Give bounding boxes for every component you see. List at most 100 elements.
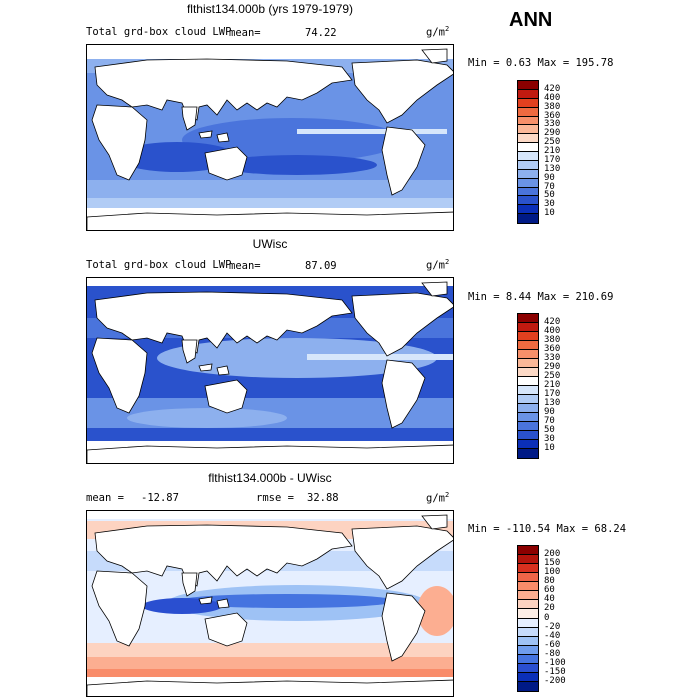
minmax-label: Min = 8.44 Max = 210.69	[468, 291, 614, 303]
map-plot	[86, 510, 454, 697]
colorbar-tick-label: 10	[544, 208, 555, 219]
colorbar-box	[518, 609, 538, 619]
colorbar-box	[518, 81, 538, 90]
colorbar-box	[518, 178, 538, 188]
colorbar-box	[518, 160, 538, 170]
mean-value: -12.87	[141, 492, 179, 504]
colorbar-box	[518, 582, 538, 592]
colorbar-box	[518, 368, 538, 377]
rmse-value: 32.88	[307, 492, 339, 504]
minmax-label: Min = -110.54 Max = 68.24	[468, 523, 627, 535]
colorbar-tick-label: 80	[544, 576, 555, 587]
colorbar-box	[518, 107, 538, 117]
map-plot	[86, 277, 454, 464]
colorbar-tick-label: -60	[544, 639, 561, 650]
variable-label: Total grd-box cloud LWP	[86, 26, 232, 38]
colorbar-tick-label: 330	[544, 119, 561, 130]
units-label: g/m2	[426, 25, 450, 39]
colorbar-box	[518, 377, 538, 386]
units-label: g/m2	[426, 491, 450, 505]
colorbar-tick-label: 10	[544, 443, 555, 453]
mean-value: 74.22	[305, 27, 337, 39]
colorbar-box	[518, 564, 538, 574]
colorbar-tick-label: 130	[544, 163, 561, 174]
colorbar-tick-label: 250	[544, 137, 561, 148]
colorbar-box	[518, 627, 538, 637]
colorbar-tick-label: -150	[544, 666, 566, 677]
colorbar-tick-label: 380	[544, 335, 561, 345]
colorbar-tick-label: 360	[544, 344, 561, 354]
colorbar-box	[518, 214, 538, 223]
colorbar-box	[518, 196, 538, 206]
colorbar-tick-label: -20	[544, 621, 561, 632]
colorbar-tick-label: 50	[544, 190, 555, 201]
colorbar-tick-label: 70	[544, 416, 555, 426]
map-plot	[86, 44, 454, 231]
season-label: ANN	[509, 9, 553, 31]
colorbar-box	[518, 314, 538, 323]
colorbar-box	[518, 681, 538, 691]
colorbar-tick-label: 90	[544, 172, 555, 183]
colorbar-box	[518, 169, 538, 179]
colorbar-box	[518, 422, 538, 431]
units-label: g/m2	[426, 258, 450, 272]
difference-map	[87, 511, 453, 696]
colorbar-tick-label: 380	[544, 101, 561, 112]
colorbar-tick-label: 420	[544, 317, 561, 327]
colorbar-box	[518, 663, 538, 673]
colorbar-box	[518, 591, 538, 601]
colorbar-tick-label: 210	[544, 380, 561, 390]
mean-label: mean =	[86, 492, 124, 504]
panel-title: flthist134.000b (yrs 1979-1979)	[186, 2, 354, 16]
colorbar-box	[518, 350, 538, 359]
colorbar-tick-label: 70	[544, 181, 555, 192]
colorbar-tick-label: 100	[544, 567, 561, 578]
colorbar-tick-label: 360	[544, 110, 561, 121]
minmax-label: Min = 0.63 Max = 195.78	[468, 57, 614, 69]
colorbar-tick-label: 30	[544, 434, 555, 444]
colorbar-box	[518, 98, 538, 108]
colorbar-tick-label: 30	[544, 199, 555, 210]
panel-title: flthist134.000b - UWisc	[208, 471, 332, 485]
colorbar-box	[518, 125, 538, 135]
colorbar-box	[518, 636, 538, 646]
colorbar-tick-label: 170	[544, 389, 561, 399]
lwp-map	[87, 45, 453, 230]
colorbar-tick-label: 50	[544, 425, 555, 435]
colorbar-box	[518, 672, 538, 682]
colorbar-tick-label: -80	[544, 648, 561, 659]
mean-label: mean=	[229, 27, 261, 39]
colorbar-box	[518, 440, 538, 449]
colorbar-tick-label: 90	[544, 407, 555, 417]
colorbar-box	[518, 187, 538, 197]
colorbar-box	[518, 654, 538, 664]
colorbar-tick-label: 170	[544, 154, 561, 165]
colorbar-tick-label: 250	[544, 371, 561, 381]
colorbar-box	[518, 573, 538, 583]
colorbar-box	[518, 413, 538, 422]
rmse-label: rmse =	[256, 492, 294, 504]
colorbar-tick-label: 0	[544, 612, 550, 623]
mean-label: mean=	[229, 260, 261, 272]
colorbar-box	[518, 323, 538, 332]
colorbar-box	[518, 600, 538, 610]
colorbar-box	[518, 395, 538, 404]
colorbar-box	[518, 404, 538, 413]
colorbar-box	[518, 89, 538, 99]
colorbar-box	[518, 431, 538, 440]
colorbar-box	[518, 359, 538, 368]
colorbar-tick-label: -40	[544, 630, 561, 641]
colorbar-box	[518, 332, 538, 341]
lwp-map	[87, 278, 453, 463]
colorbar	[517, 545, 539, 692]
colorbar-tick-label: 60	[544, 585, 555, 596]
panel-title: UWisc	[252, 237, 288, 251]
colorbar-tick-label: 130	[544, 398, 561, 408]
colorbar-tick-label: -100	[544, 657, 566, 668]
colorbar-box	[518, 449, 538, 458]
variable-label: Total grd-box cloud LWP	[86, 259, 232, 271]
colorbar-box	[518, 341, 538, 350]
colorbar-box	[518, 143, 538, 152]
colorbar-box	[518, 555, 538, 565]
colorbar-box	[518, 205, 538, 215]
